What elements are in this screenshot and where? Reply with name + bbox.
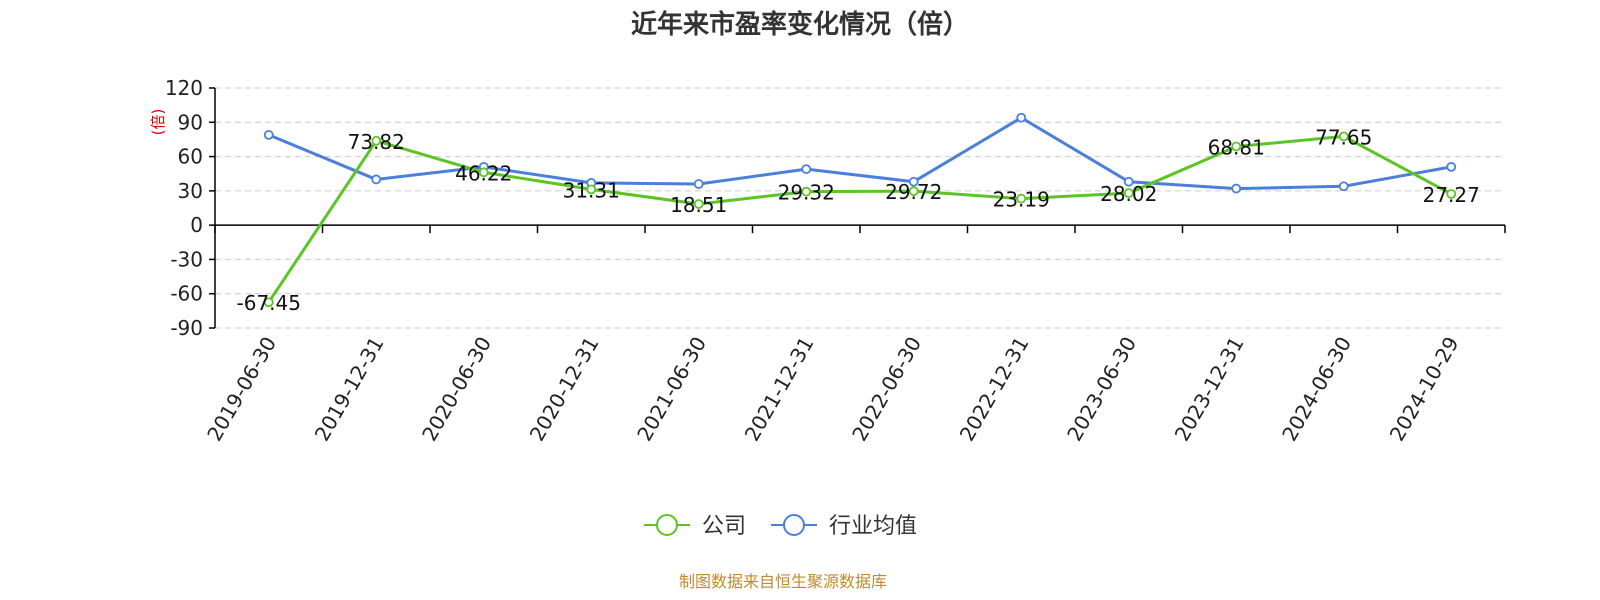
y-tick-label: -90 [170, 316, 203, 340]
data-label: 27.27 [1423, 183, 1480, 207]
data-label: 29.32 [778, 181, 835, 205]
y-tick-label: -60 [170, 282, 203, 306]
data-point[interactable] [263, 129, 274, 140]
data-point[interactable] [801, 186, 812, 197]
y-tick-label: 90 [178, 110, 203, 134]
data-label: 77.65 [1315, 125, 1372, 149]
x-tick-label: 2021-12-31 [740, 333, 819, 446]
x-tick-label: 2023-06-30 [1062, 333, 1141, 446]
x-tick-label: 2020-06-30 [417, 333, 496, 446]
data-labels: -67.45 73.82 46.22 31.31 18.51 29.32 29.72 23.1… [237, 125, 1480, 315]
data-point[interactable] [263, 297, 274, 308]
legend-marker-icon [656, 514, 678, 536]
data-point[interactable] [1338, 181, 1349, 192]
data-label: 31.31 [563, 178, 620, 202]
data-label: 68.81 [1208, 136, 1265, 160]
y-tick-label: -30 [170, 247, 203, 271]
series-lines [263, 112, 1457, 308]
data-point[interactable] [693, 179, 704, 189]
data-label: 73.82 [348, 130, 405, 154]
series-line-0 [267, 134, 1452, 304]
data-label: 23.19 [993, 188, 1050, 212]
data-label: 28.02 [1100, 182, 1157, 206]
legend-label: 行业均值 [829, 514, 917, 539]
legend[interactable]: 公司 行业均值 [644, 514, 917, 539]
legend-item-0[interactable]: 公司 [644, 514, 746, 539]
x-tick-label: 2024-10-29 [1385, 333, 1464, 446]
x-tick-label: 2019-06-30 [202, 333, 281, 446]
x-tick-label: 2021-06-30 [632, 333, 711, 446]
data-point[interactable] [1231, 183, 1242, 194]
x-tick-label: 2023-12-31 [1170, 333, 1249, 446]
data-point[interactable] [371, 174, 382, 185]
y-tick-label: 120 [165, 76, 203, 100]
data-point[interactable] [1446, 161, 1457, 172]
data-point[interactable] [1123, 188, 1134, 199]
x-tick-label: 2022-12-31 [955, 333, 1034, 446]
data-point[interactable] [693, 199, 704, 209]
data-point[interactable] [1016, 193, 1027, 204]
series-line-1 [268, 116, 1452, 191]
y-tick-label: 30 [178, 179, 203, 203]
data-point[interactable] [908, 186, 919, 197]
data-point[interactable] [801, 164, 812, 175]
data-point[interactable] [1016, 112, 1027, 123]
source-note: 制图数据来自恒生聚源数据库 [679, 572, 887, 591]
legend-label: 公司 [702, 514, 746, 539]
x-tick-label: 2022-06-30 [847, 333, 926, 446]
x-tick-label: 2019-12-31 [310, 333, 389, 446]
data-label: 18.51 [670, 193, 727, 217]
data-label: 46.22 [455, 161, 512, 185]
data-point[interactable] [1231, 141, 1242, 152]
x-tick-label: 2020-12-31 [525, 333, 604, 446]
data-point[interactable] [1123, 176, 1134, 187]
data-point[interactable] [371, 135, 382, 146]
legend-marker-icon [783, 514, 805, 536]
y-tick-label: 0 [190, 213, 203, 237]
chart-title: 近年来市盈率变化情况（倍） [631, 9, 969, 40]
legend-item-1[interactable]: 行业均值 [771, 514, 917, 539]
x-tick-label: 2024-06-30 [1277, 333, 1356, 446]
data-label: 29.72 [885, 180, 942, 204]
grid-lines [215, 87, 1505, 329]
data-point[interactable] [586, 184, 597, 195]
data-point[interactable] [908, 176, 919, 187]
y-tick-label: 60 [178, 145, 203, 169]
data-label: -67.45 [237, 291, 301, 315]
data-point[interactable] [1446, 189, 1457, 199]
data-point[interactable] [478, 167, 489, 178]
y-axis-label: (倍) [149, 109, 167, 136]
data-point[interactable] [1338, 131, 1349, 142]
